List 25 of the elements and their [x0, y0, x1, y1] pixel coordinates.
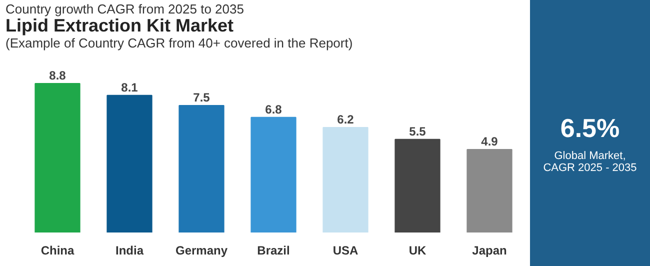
data-label: 8.8	[49, 68, 66, 82]
data-label: 6.2	[337, 112, 354, 127]
data-label: 8.1	[121, 80, 138, 94]
chart-title: Lipid Extraction Kit Market	[6, 16, 234, 36]
x-tick-label: Brazil	[257, 244, 290, 258]
bar	[394, 138, 440, 232]
data-label: 4.9	[481, 134, 498, 149]
x-tick-label: UK	[408, 244, 426, 258]
x-tick-label: India	[116, 244, 144, 258]
bar	[178, 105, 224, 232]
bar	[322, 127, 368, 232]
x-tick-label: USA	[332, 244, 358, 258]
bar	[34, 83, 80, 232]
x-tick-label: Japan	[472, 244, 507, 258]
x-tick-label: Germany	[175, 244, 228, 258]
chart-subtitle: Country growth CAGR from 2025 to 2035	[6, 2, 244, 16]
data-label: 5.5	[409, 124, 426, 138]
bar	[106, 94, 152, 232]
picture-summary-card: 6.5% Global Market, CAGR 2025 - 2035	[530, 0, 650, 266]
data-label: 6.8	[265, 102, 282, 116]
text: (Example of Country CAGR from 40+ covered in the Report)	[6, 36, 353, 50]
bar	[466, 149, 512, 232]
x-tick-label: China	[40, 244, 74, 258]
bar	[250, 116, 296, 232]
data-label: 7.5	[193, 90, 210, 105]
